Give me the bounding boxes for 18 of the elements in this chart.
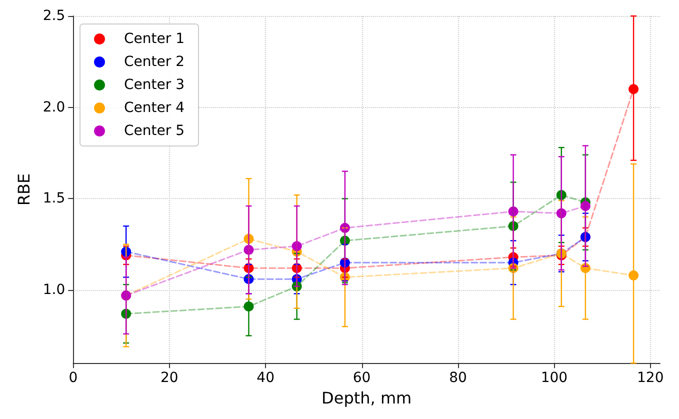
legend-label: Center 3: [124, 77, 184, 93]
x-tick-label: 100: [540, 370, 568, 386]
y-tick-label: 1.5: [42, 190, 66, 207]
legend-label: Center 4: [124, 100, 185, 116]
x-tick-label: 40: [256, 370, 274, 386]
y-tick-label: 2.0: [42, 99, 66, 116]
y-tick-label: 1.0: [42, 282, 66, 298]
y-axis-title: RBE: [14, 173, 34, 206]
legend-label: Center 1: [124, 31, 184, 47]
x-tick-label: 60: [352, 370, 371, 386]
x-axis-title: Depth, mm: [322, 388, 412, 408]
legend-label: Center 5: [124, 123, 184, 139]
x-tick-label: 120: [637, 370, 664, 386]
x-tick-label: 20: [160, 370, 178, 386]
x-tick-label: 0: [68, 370, 78, 386]
y-tick-label: 2.5: [42, 8, 66, 24]
legend-label: Center 2: [124, 54, 184, 70]
x-tick-label: 80: [449, 370, 467, 386]
